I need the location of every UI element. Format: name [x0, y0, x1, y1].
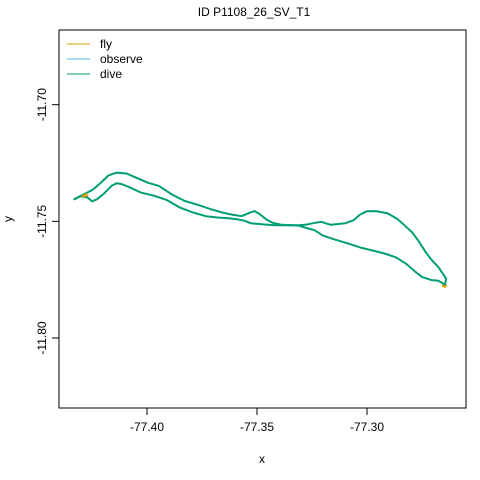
y-axis-label: y: [1, 216, 15, 222]
series-fly-track-1: [441, 284, 448, 288]
y-axis: -11.70 -11.75 -11.80: [35, 88, 60, 355]
series-dive-track-0: [73, 182, 446, 287]
x-tick-label: -77.30: [350, 420, 384, 434]
series-layer: [73, 171, 448, 288]
chart-title: ID P1108_26_SV_T1: [198, 5, 311, 19]
legend-label-observe: observe: [100, 52, 143, 66]
series-dive-track-1: [73, 171, 448, 287]
x-tick-label: -77.35: [240, 420, 274, 434]
x-axis: -77.40 -77.35 -77.30: [130, 407, 384, 434]
legend-label-dive: dive: [100, 67, 122, 81]
x-axis-label: x: [259, 452, 265, 466]
y-tick-label: -11.80: [35, 321, 49, 354]
y-tick-label: -11.75: [35, 204, 49, 237]
y-tick-label: -11.70: [35, 88, 49, 121]
x-tick-label: -77.40: [130, 420, 164, 434]
legend-label-fly: fly: [100, 37, 112, 51]
series-fly-track-0: [81, 193, 89, 198]
